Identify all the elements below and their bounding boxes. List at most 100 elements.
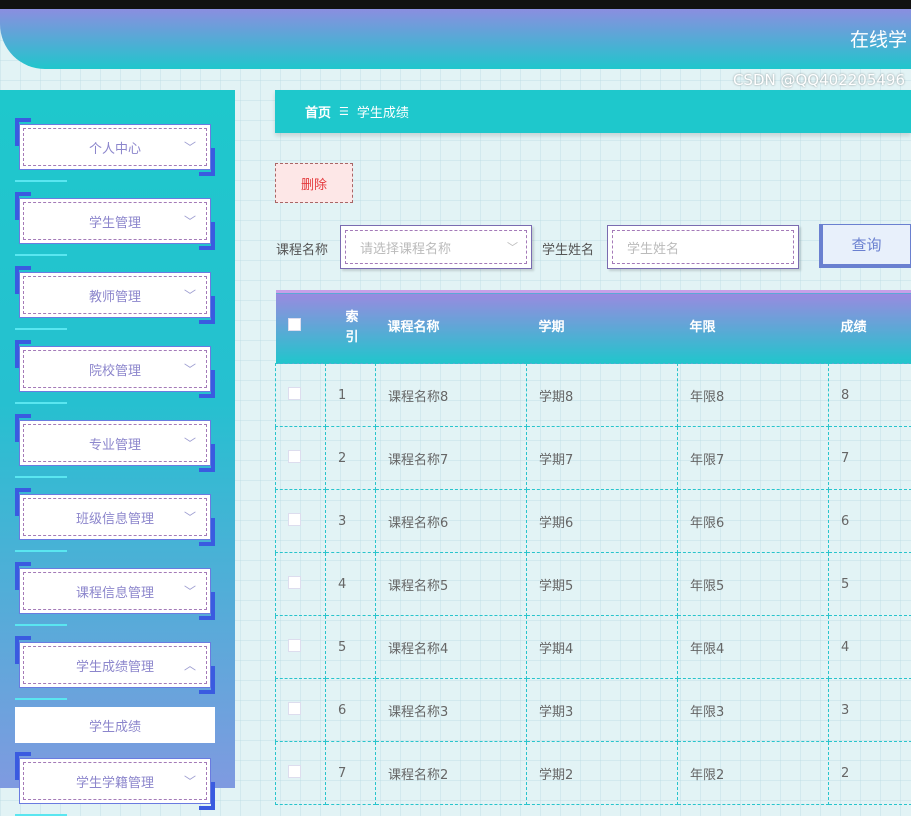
browser-bar [0,0,911,9]
table-cell: 课程名称2 [376,742,527,805]
table-cell: 课程名称8 [376,364,527,427]
app-header: 在线学 [0,9,911,69]
table-cell: 2 [829,742,911,805]
header-course: 课程名称 [376,292,527,364]
chevron-down-icon: ﹀ [184,287,196,304]
header-index: 索引 [326,292,376,364]
course-name-placeholder: 请选择课程名称 [360,238,451,257]
sidebar-menu-label: 学生管理 [89,212,141,231]
query-button[interactable]: 查询 [819,224,911,268]
table-cell: 学期2 [527,742,678,805]
table-cell: 4 [829,616,911,679]
student-name-input[interactable]: 学生姓名 [607,225,799,269]
table-cell: 7 [326,742,376,805]
row-checkbox-cell[interactable] [276,616,326,679]
row-checkbox-cell[interactable] [276,427,326,490]
table-cell: 年限7 [678,427,829,490]
row-checkbox-cell[interactable] [276,490,326,553]
table-cell: 课程名称5 [376,553,527,616]
sidebar-menu-1[interactable]: 个人中心 ﹀ [15,118,215,176]
header-term: 学期 [527,292,678,364]
table-cell: 6 [829,490,911,553]
row-checkbox[interactable] [288,513,301,526]
breadcrumb-home[interactable]: 首页 [305,102,331,121]
header-select-all[interactable] [276,292,326,364]
table-cell: 课程名称7 [376,427,527,490]
table-cell: 2 [326,427,376,490]
row-checkbox[interactable] [288,702,301,715]
row-checkbox-cell[interactable] [276,742,326,805]
course-name-label: 课程名称 [276,239,328,258]
sidebar-menu-label: 班级信息管理 [76,508,154,527]
table-cell: 学期7 [527,427,678,490]
course-name-select[interactable]: 请选择课程名称 ﹀ [340,225,532,269]
delete-button[interactable]: 删除 [275,163,353,203]
menu-icon: ☰ [339,105,349,118]
chevron-down-icon: ﹀ [184,361,196,378]
sidebar-menu-label: 专业管理 [89,434,141,453]
table-cell: 7 [829,427,911,490]
header-years: 年限 [678,292,829,364]
row-checkbox-cell[interactable] [276,364,326,427]
table-cell: 年限3 [678,679,829,742]
sidebar-menu-3[interactable]: 教师管理﹀ [15,266,215,324]
row-checkbox[interactable] [288,387,301,400]
sidebar-menu-9[interactable]: 学生学籍管理﹀ [15,752,215,810]
header-score: 成绩 [829,292,911,364]
frame-line [15,476,67,478]
table-cell: 年限5 [678,553,829,616]
frame-line [15,402,67,404]
chevron-down-icon: ﹀ [184,139,196,156]
breadcrumb: 首页 ☰ 学生成绩 [275,90,911,133]
frame-line [15,180,67,182]
sidebar-menu-2[interactable]: 学生管理﹀ [15,192,215,250]
watermark: CSDN @QQ402205496 [733,71,905,89]
sidebar-menu-label: 院校管理 [89,360,141,379]
sidebar-menu-8[interactable]: 学生成绩管理︿ [15,636,215,694]
chevron-down-icon: ﹀ [507,239,518,255]
sidebar-menu-5[interactable]: 专业管理﹀ [15,414,215,472]
table-cell: 4 [326,553,376,616]
frame-line [15,254,67,256]
frame-line [15,698,67,700]
sidebar-subitem-scores[interactable]: 学生成绩 [15,707,215,743]
sidebar-menu-label: 学生成绩管理 [76,656,154,675]
student-name-placeholder: 学生姓名 [627,238,679,257]
row-checkbox[interactable] [288,765,301,778]
table-cell: 5 [326,616,376,679]
chevron-down-icon: ﹀ [184,773,196,790]
table-cell: 年限2 [678,742,829,805]
row-checkbox[interactable] [288,576,301,589]
student-name-label: 学生姓名 [542,239,594,258]
table-cell: 课程名称6 [376,490,527,553]
table-cell: 学期8 [527,364,678,427]
table-cell: 年限8 [678,364,829,427]
sidebar-menu-6[interactable]: 班级信息管理 ﹀ [15,488,215,546]
app-title: 在线学 [850,25,907,52]
frame-line [15,624,67,626]
sidebar-menu-7[interactable]: 课程信息管理﹀ [15,562,215,620]
sidebar-menu-4[interactable]: 院校管理 ﹀ [15,340,215,398]
table-cell: 5 [829,553,911,616]
sidebar-menu-label: 个人中心 [89,138,141,157]
table-cell: 学期5 [527,553,678,616]
select-all-checkbox[interactable] [288,318,301,331]
row-checkbox-cell[interactable] [276,553,326,616]
chevron-down-icon: ﹀ [184,583,196,600]
row-checkbox[interactable] [288,450,301,463]
table-cell: 3 [326,490,376,553]
row-checkbox-cell[interactable] [276,679,326,742]
chevron-down-icon: ﹀ [184,509,196,526]
table-cell: 6 [326,679,376,742]
table-cell: 8 [829,364,911,427]
table-cell: 学期3 [527,679,678,742]
table-cell: 3 [829,679,911,742]
row-checkbox[interactable] [288,639,301,652]
frame-line [15,328,67,330]
